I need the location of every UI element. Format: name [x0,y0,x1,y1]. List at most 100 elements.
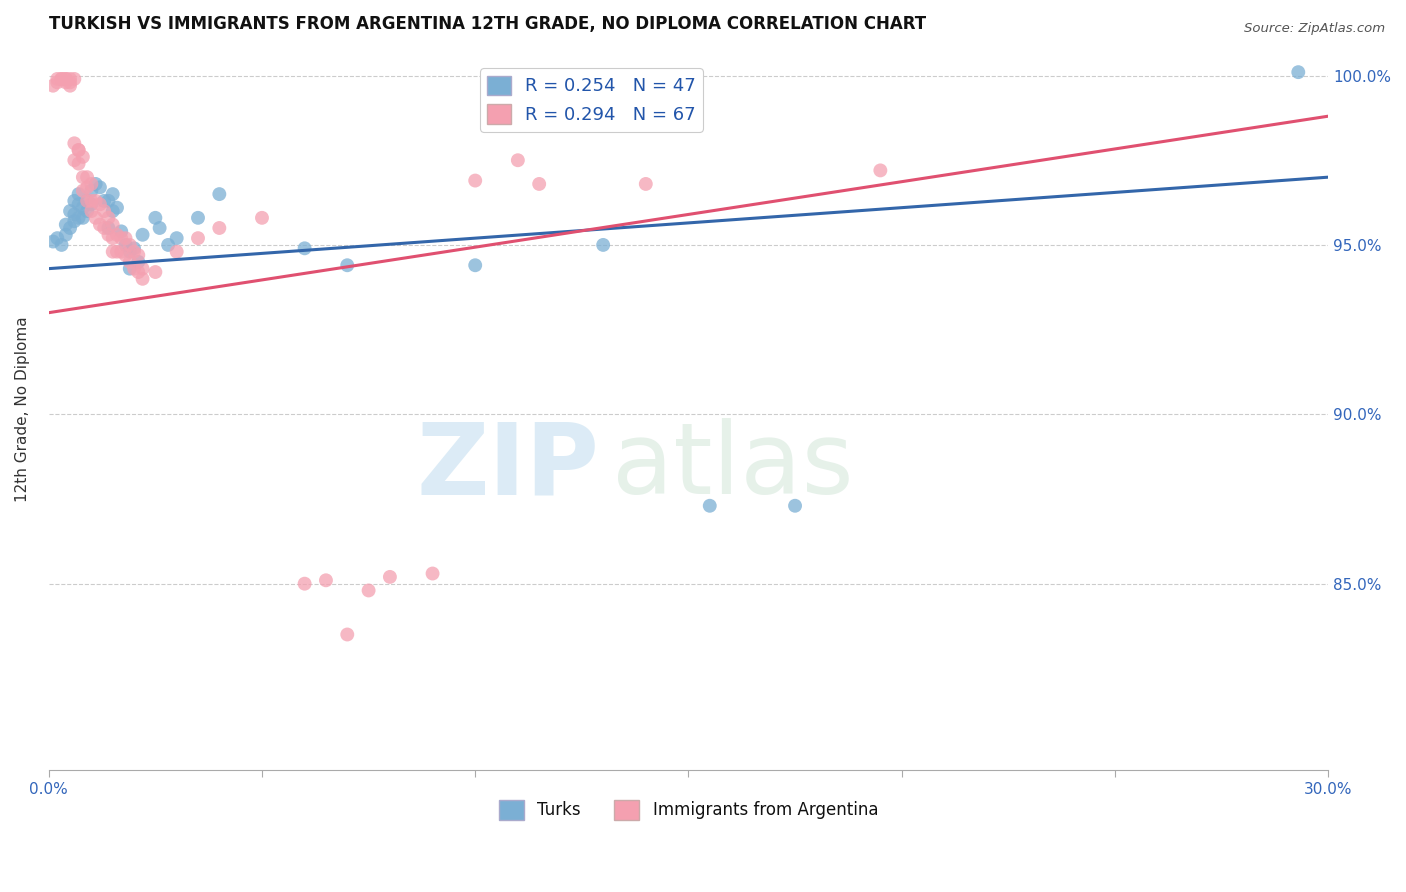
Point [63,153,86,168]
Point [80,204,103,219]
Point [422,566,444,581]
Point [76,170,98,185]
Point [67,143,90,157]
Point [84,177,107,191]
Point [42,235,65,249]
Point [76,204,98,219]
Point [89,218,111,232]
Point [101,231,124,245]
Point [131,272,153,286]
Point [157,238,180,252]
Point [63,136,86,151]
Point [80,184,103,198]
Point [250,211,273,225]
Point [110,224,132,238]
Point [55,227,77,242]
Point [336,258,359,272]
Point [67,156,90,170]
Point [59,71,82,86]
Point [105,244,128,259]
Point [97,194,120,208]
Point [97,211,120,225]
Point [72,184,94,198]
Point [131,227,153,242]
Point [42,78,65,93]
Point [506,153,529,168]
Point [464,258,486,272]
Point [72,170,94,185]
Point [127,248,149,262]
Text: Source: ZipAtlas.com: Source: ZipAtlas.com [1244,22,1385,36]
Point [84,211,107,225]
Point [127,265,149,279]
Point [80,177,103,191]
Point [63,207,86,221]
Point [63,214,86,228]
Legend: Turks, Immigrants from Argentina: Turks, Immigrants from Argentina [492,793,884,827]
Point [114,238,136,252]
Point [1286,65,1309,79]
Point [634,177,657,191]
Point [80,197,103,211]
Point [59,221,82,235]
Point [46,75,69,89]
Point [166,244,188,259]
Point [127,255,149,269]
Point [145,211,167,225]
Point [72,211,94,225]
Point [166,231,188,245]
Point [67,187,90,202]
Y-axis label: 12th Grade, No Diploma: 12th Grade, No Diploma [15,317,30,502]
Point [63,71,86,86]
Point [59,78,82,93]
Point [97,227,120,242]
Point [208,187,231,202]
Point [89,180,111,194]
Point [55,75,77,89]
Point [336,627,359,641]
Point [122,261,145,276]
Text: ZIP: ZIP [416,418,599,516]
Point [187,211,209,225]
Point [464,173,486,187]
Point [59,75,82,89]
Point [93,221,115,235]
Point [46,231,69,245]
Point [699,499,721,513]
Point [93,204,115,219]
Point [84,194,107,208]
Point [51,71,73,86]
Point [315,574,337,588]
Point [378,570,401,584]
Point [101,204,124,219]
Point [46,71,69,86]
Point [294,576,316,591]
Point [122,244,145,259]
Point [76,180,98,194]
Point [118,261,141,276]
Point [118,238,141,252]
Point [122,241,145,255]
Point [51,238,73,252]
Point [101,244,124,259]
Point [80,194,103,208]
Point [55,71,77,86]
Point [783,499,806,513]
Point [114,231,136,245]
Point [72,201,94,215]
Point [76,194,98,208]
Point [527,177,550,191]
Point [145,265,167,279]
Point [110,244,132,259]
Point [294,241,316,255]
Point [105,227,128,242]
Point [114,248,136,262]
Point [105,201,128,215]
Point [592,238,614,252]
Point [55,218,77,232]
Point [118,255,141,269]
Point [357,583,380,598]
Point [149,221,172,235]
Text: atlas: atlas [612,418,853,516]
Point [59,204,82,219]
